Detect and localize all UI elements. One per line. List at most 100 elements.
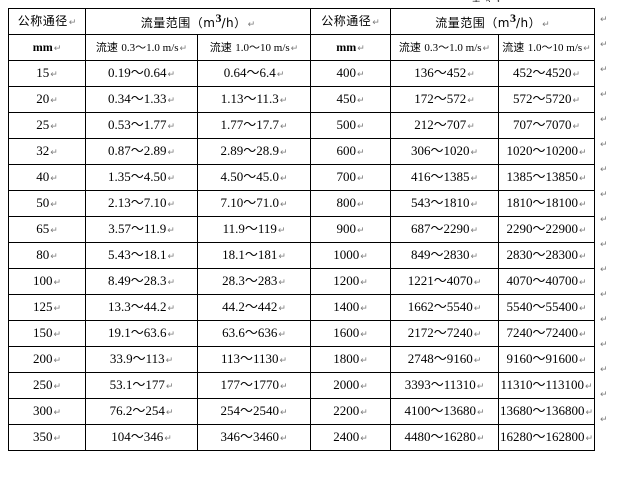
cell-value: 3393～11310 (404, 377, 476, 393)
cell-value: 5540～55400 (506, 299, 578, 315)
cell-value: 4100～13680 (404, 403, 476, 419)
pilcrow-mark: ↵ (53, 304, 62, 315)
table-cell: 0.53～1.77↵ (85, 112, 198, 139)
table-cell: 1400↵ (310, 294, 391, 321)
table-cell: 8.49～28.3↵ (85, 268, 198, 295)
cell-value: 1600 (333, 325, 360, 341)
pilcrow-mark: ↵ (578, 304, 587, 315)
pilcrow-mark: ↵ (53, 408, 62, 419)
cell-value: 0.64～6.4 (223, 65, 276, 81)
pilcrow-mark: ↵ (50, 96, 58, 107)
pilcrow-mark: ↵ (279, 122, 288, 133)
pilcrow-mark: ↵ (476, 434, 485, 445)
cell-value: 2200 (333, 403, 360, 419)
cell-value: 2830～28300 (506, 247, 578, 263)
table-cell: 3.57～11.9↵ (85, 216, 198, 243)
cell-value: 1221～4070 (407, 273, 473, 289)
cell-value: 900 (336, 221, 356, 237)
cell-value: 1.13～11.3 (220, 91, 279, 107)
pilcrow-mark: ↵ (279, 408, 288, 419)
cell-value: 172～572 (414, 91, 467, 107)
cell-value: 5.43～18.1 (107, 247, 167, 263)
cell-value: 50 (36, 195, 50, 211)
margin-pilcrow-mark: ↵ (600, 140, 608, 150)
table-cell: 416～1385↵ (390, 164, 499, 191)
pilcrow-mark: ↵ (50, 148, 58, 159)
table-cell: 306～1020↵ (390, 138, 499, 165)
pilcrow-mark: ↵ (279, 174, 288, 185)
pilcrow-mark: ↵ (572, 122, 581, 133)
cell-value: 0.19～0.64 (107, 65, 167, 81)
table-header-row-sub: mm↵ 流速 0.3～1.0 m/s↵ 流速 1.0～10 m/s↵ mm↵ 流速 0.… (8, 34, 595, 61)
cell-value: 500 (336, 117, 356, 133)
cell-value: 254～2540 (220, 403, 279, 419)
cell-value: 212～707 (414, 117, 467, 133)
cell-value: 53.1～177 (109, 377, 165, 393)
table-cell: 2.89～28.9↵ (197, 138, 311, 165)
table-cell: 1662～5540↵ (390, 294, 499, 321)
margin-pilcrow-mark: ↵ (600, 240, 608, 250)
table-row: 25↵ 0.53～1.77↵ 1.77～17.7↵ 500↵ 212～707↵ 707～7… (8, 112, 595, 139)
table-cell: 32↵ (8, 138, 86, 165)
pilcrow-mark: ↵ (278, 278, 286, 289)
pilcrow-mark: ↵ (278, 330, 286, 341)
pilcrow-mark: ↵ (167, 174, 176, 185)
pilcrow-mark: ↵ (467, 96, 475, 107)
cell-value: 2000 (333, 377, 360, 393)
pilcrow-mark: ↵ (278, 252, 286, 263)
pilcrow-mark: ↵ (360, 278, 368, 289)
margin-pilcrow-mark: ↵ (600, 215, 608, 225)
pilcrow-mark: ↵ (578, 148, 587, 159)
pilcrow-mark: ↵ (467, 122, 475, 133)
table-cell: 9160～91600↵ (498, 346, 595, 373)
header-label: 公称通径 (321, 13, 372, 28)
pilcrow-mark: ↵ (50, 122, 58, 133)
header-label-suffix: /h） (516, 16, 542, 31)
table-cell: 7.10～71.0↵ (197, 190, 311, 217)
cell-value: 2.89～28.9 (220, 143, 279, 159)
table-cell: 350↵ (8, 424, 86, 451)
pilcrow-mark: ↵ (167, 148, 176, 159)
table-cell: 0.87～2.89↵ (85, 138, 198, 165)
cell-value: 1200 (333, 273, 360, 289)
subheader-value: 0.3～1.0 m/s (121, 41, 179, 54)
cell-value: 400 (336, 65, 356, 81)
table-cell: 346～3460↵ (197, 424, 311, 451)
table-cell: 25↵ (8, 112, 86, 139)
pilcrow-mark: ↵ (278, 304, 286, 315)
pilcrow-mark: ↵ (50, 252, 58, 263)
cell-value: 80 (36, 247, 50, 263)
table-row: 100↵ 8.49～28.3↵ 28.3～283↵ 1200↵ 1221～4070↵ 40… (8, 268, 595, 295)
pilcrow-mark: ↵ (165, 382, 174, 393)
subheader-value: mm (32, 39, 53, 54)
pilcrow-mark: ↵ (583, 43, 591, 54)
cell-value: 44.2～442 (222, 299, 278, 315)
table-cell: 53.1～177↵ (85, 372, 198, 399)
table-cell: 4070～40700↵ (498, 268, 595, 295)
cell-value: 416～1385 (410, 169, 470, 185)
table-cell: 1600↵ (310, 320, 391, 347)
table-cell: 15↵ (8, 60, 86, 87)
cell-value: 1385～13850 (506, 169, 578, 185)
pilcrow-mark: ↵ (476, 382, 485, 393)
margin-pilcrow-mark: ↵ (600, 165, 608, 175)
pilcrow-mark: ↵ (277, 226, 286, 237)
table-cell: 16280～162800↵ (498, 424, 595, 451)
pilcrow-mark: ↵ (360, 356, 368, 367)
pilcrow-mark: ↵ (470, 200, 479, 211)
cell-value: 700 (336, 169, 356, 185)
table-cell: 1.13～11.3↵ (197, 86, 311, 113)
pilcrow-mark: ↵ (167, 70, 176, 81)
table-cell: 18.1～181↵ (197, 242, 311, 269)
table-cell: 19.1～63.6↵ (85, 320, 198, 347)
table-cell: 13.3～44.2↵ (85, 294, 198, 321)
subheader-cell-5: 流速 1.0～10 m/s↵ (498, 34, 595, 61)
table-cell: 4480～16280↵ (390, 424, 499, 451)
cell-value: 1810～18100 (506, 195, 578, 211)
header-superscript: 3 (215, 11, 222, 26)
table-cell: 707～7070↵ (498, 112, 595, 139)
table-cell: 4.50～45.0↵ (197, 164, 311, 191)
table-cell: 1000↵ (310, 242, 391, 269)
table-row: 40↵ 1.35～4.50↵ 4.50～45.0↵ 700↵ 416～1385↵ 1385… (8, 164, 595, 191)
pilcrow-mark: ↵ (276, 70, 285, 81)
